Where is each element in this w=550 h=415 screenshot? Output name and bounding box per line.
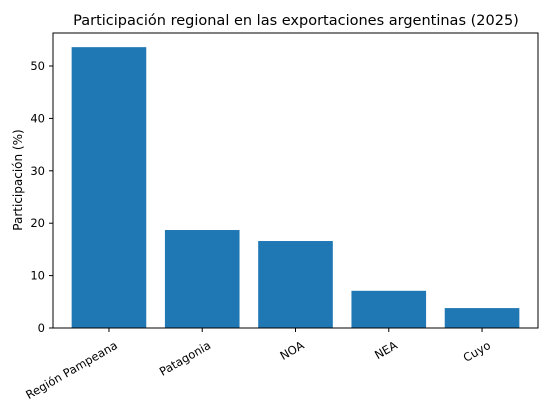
y-tick-label-2: 20 xyxy=(30,216,45,230)
y-tick-label-3: 30 xyxy=(30,164,45,178)
bar-3 xyxy=(351,290,427,328)
y-axis-ticks: 0 10 20 30 40 50 xyxy=(30,59,53,335)
x-tick-label-3: NEA xyxy=(372,338,400,362)
y-axis-label: Participación (%) xyxy=(11,129,25,230)
x-axis-ticks: Región Pampeana Patagonia NOA NEA Cuyo xyxy=(23,328,493,402)
y-tick-label-0: 0 xyxy=(38,321,45,335)
y-tick-label-4: 40 xyxy=(30,111,45,125)
bar-0 xyxy=(71,47,147,329)
x-tick-label-1: Patagonia xyxy=(157,338,213,379)
bar-4 xyxy=(444,308,520,328)
bar-2 xyxy=(258,241,333,328)
plot-frame xyxy=(52,32,539,329)
bars-group xyxy=(71,47,520,329)
x-tick-label-2: NOA xyxy=(277,338,306,363)
y-tick-label-1: 10 xyxy=(30,269,45,283)
x-tick-label-0: Región Pampeana xyxy=(23,338,120,402)
y-tick-label-5: 50 xyxy=(30,59,45,73)
bar-1 xyxy=(164,230,240,328)
x-tick-label-4: Cuyo xyxy=(461,338,493,365)
chart-title: Participación regional en las exportacio… xyxy=(73,13,519,29)
